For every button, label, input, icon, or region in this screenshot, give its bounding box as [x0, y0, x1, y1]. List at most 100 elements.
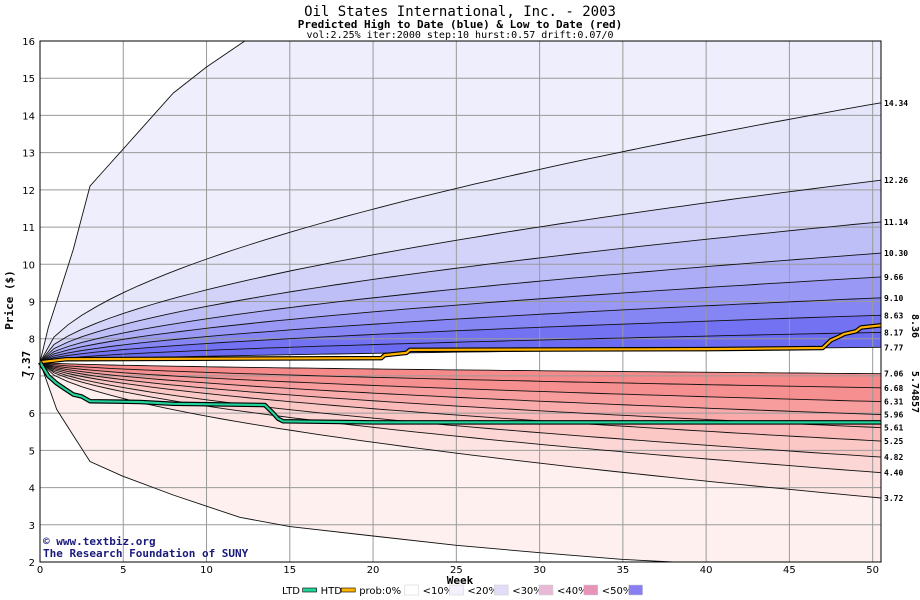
band-low-2 — [40, 362, 881, 402]
chart-params: vol:2.25% iter:2000 step:10 hurst:0.57 d… — [306, 30, 613, 41]
percentile-end-label: 5.96 — [884, 411, 903, 420]
y-tick-label: 11 — [22, 223, 35, 234]
legend-swatch — [493, 584, 509, 596]
percentile-curve — [39, 314, 882, 363]
y-tick-label: 12 — [22, 186, 35, 197]
percentile-end-label: 5.25 — [884, 437, 903, 446]
percentile-end-label: 4.82 — [884, 453, 903, 462]
percentile-curve — [39, 179, 882, 363]
chart-subtitle: Predicted High to Date (blue) & Low to D… — [298, 18, 623, 31]
band-high-outer — [40, 41, 881, 363]
x-tick-label: 15 — [283, 565, 296, 576]
percentile-end-label: 7.77 — [884, 343, 903, 352]
x-tick-label: 0 — [37, 565, 43, 576]
band-high-6 — [40, 297, 881, 363]
percentile-end-label: 10.30 — [884, 249, 908, 258]
band-high-3 — [40, 221, 881, 363]
band-low-8 — [40, 362, 881, 498]
y-tick-label: 13 — [22, 149, 35, 160]
x-tick-label: 10 — [200, 565, 213, 576]
start-price-label: 7.37 — [20, 351, 33, 378]
credit-foundation: The Research Foundation of SUNY — [43, 547, 249, 560]
percentile-end-label: 8.17 — [884, 328, 903, 337]
percentile-curve — [39, 361, 882, 375]
percentile-end-label: 9.66 — [884, 273, 903, 282]
percentile-curve — [39, 361, 882, 403]
x-tick-label: 35 — [617, 565, 630, 576]
y-tick-label: 2 — [29, 558, 35, 569]
percentile-end-label: 4.40 — [884, 469, 903, 478]
percentile-curve — [39, 297, 882, 363]
legend-label: <30% — [512, 586, 543, 597]
band-low-outer — [40, 362, 881, 562]
legend-swatch — [449, 584, 464, 596]
percentile-end-label: 8.63 — [884, 311, 903, 320]
x-tick-label: 30 — [533, 565, 546, 576]
x-tick-label: 20 — [367, 565, 380, 576]
percentile-curve — [39, 361, 882, 389]
x-tick-label: 40 — [700, 565, 713, 576]
legend: LTD HTD prob:0% <10% <20% <30% <40% <50% — [282, 584, 643, 597]
x-tick-label: 25 — [450, 565, 463, 576]
legend-line-ltd — [302, 587, 317, 593]
x-tick-label: 50 — [866, 565, 879, 576]
percentile-curve — [39, 361, 882, 499]
legend-label: <40% — [557, 586, 588, 597]
x-tick-label: 45 — [783, 565, 796, 576]
band-low-3 — [40, 362, 881, 415]
band-high-5 — [40, 276, 881, 363]
band-low-7 — [40, 362, 881, 473]
credit-website: © www.textbiz.org — [43, 535, 156, 548]
legend-swatch — [404, 584, 419, 596]
chart-title: Oil States International, Inc. - 2003 — [304, 4, 616, 20]
legend-line-htd — [340, 587, 356, 593]
legend-swatch — [628, 584, 643, 596]
band-high-8 — [40, 332, 881, 363]
y-tick-label: 9 — [29, 298, 35, 309]
legend-label: LTD — [282, 586, 300, 597]
percentile-curve — [39, 361, 882, 458]
y-tick-label: 7 — [29, 372, 35, 383]
y-tick-label: 3 — [29, 521, 35, 532]
y-tick-label: 8 — [29, 335, 35, 346]
percentile-end-label: 9.10 — [884, 294, 903, 303]
percentile-end-label: 3.72 — [884, 494, 903, 503]
band-high-1 — [40, 102, 881, 363]
legend-label: <50% — [602, 586, 633, 597]
percentile-curve — [39, 331, 882, 363]
y-tick-label: 10 — [22, 260, 35, 271]
band-low-4 — [40, 362, 881, 428]
band-high-4 — [40, 253, 881, 363]
percentile-end-label: 5.61 — [884, 424, 903, 433]
band-low-6 — [40, 362, 881, 458]
percentile-curve — [39, 361, 882, 416]
percentile-curve — [39, 102, 882, 363]
series-line-ltd — [39, 361, 881, 424]
final-low-label: 5.74857 — [909, 371, 920, 413]
percentile-end-label: 6.68 — [884, 384, 903, 393]
percentile-end-label: 11.14 — [884, 218, 908, 227]
legend-label: <10% — [423, 586, 454, 597]
series-line-htd — [39, 324, 882, 364]
final-high-label: 8.36 — [909, 314, 920, 338]
legend-label: <20% — [467, 586, 498, 597]
y-tick-label: 15 — [22, 74, 35, 85]
legend-label: HTD — [321, 586, 343, 597]
percentile-end-label: 7.06 — [884, 370, 903, 379]
percentile-end-label: 6.31 — [884, 398, 903, 407]
band-low-1 — [40, 362, 881, 388]
y-tick-label: 14 — [22, 111, 35, 122]
x-axis-label: Week — [447, 574, 474, 587]
y-axis-label: Price ($) — [3, 270, 16, 330]
band-high-2 — [40, 180, 881, 363]
legend-label: prob:0% — [359, 586, 401, 597]
y-tick-label: 5 — [29, 446, 35, 457]
percentile-end-label: 12.26 — [884, 176, 908, 185]
percentile-end-label: 14.34 — [884, 99, 908, 108]
percentile-curve — [39, 221, 882, 363]
legend-swatch — [583, 584, 599, 596]
percentile-curve — [39, 276, 882, 363]
plot-border — [39, 40, 882, 563]
